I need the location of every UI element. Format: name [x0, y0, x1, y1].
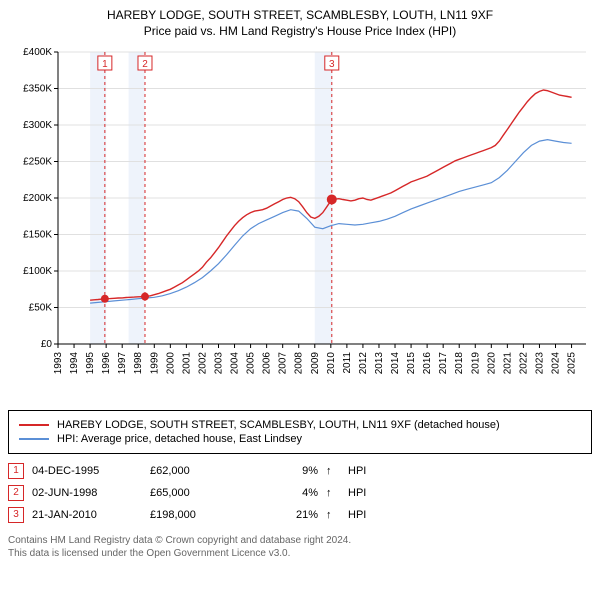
x-tick-label: 2025 — [567, 352, 578, 375]
x-tick-label: 2005 — [246, 352, 257, 375]
marker-table-date: 21-JAN-2010 — [32, 509, 142, 521]
x-tick-label: 2006 — [262, 352, 273, 375]
x-tick-label: 2003 — [213, 352, 224, 375]
marker-table-date: 02-JUN-1998 — [32, 487, 142, 499]
marker-table-row: 3 21-JAN-2010 £198,000 21% ↑ HPI — [8, 504, 592, 526]
x-tick-label: 2007 — [278, 352, 289, 375]
x-tick-label: 2011 — [342, 352, 353, 374]
x-tick-label: 2016 — [422, 352, 433, 375]
marker-badge-label: 3 — [329, 59, 335, 70]
y-tick-label: £200K — [23, 193, 52, 204]
legend-row: HAREBY LODGE, SOUTH STREET, SCAMBLESBY, … — [19, 419, 581, 431]
chart-svg: 1 2 3 £0 £50K £100K £150K £200K £250K £300K £350K £… — [8, 44, 592, 404]
x-tick-label: 2012 — [358, 352, 369, 375]
marker-table-badge: 2 — [8, 485, 24, 501]
marker-table-suffix: HPI — [348, 509, 378, 521]
footer-note: Contains HM Land Registry data © Crown c… — [8, 534, 592, 560]
marker-table-pct: 9% — [258, 465, 318, 477]
marker-table-price: £65,000 — [150, 487, 250, 499]
y-tick-label: £300K — [23, 120, 52, 131]
chart-area: 1 2 3 £0 £50K £100K £150K £200K £250K £300K £350K £… — [8, 44, 592, 404]
x-tick-label: 2024 — [551, 352, 562, 375]
chart-title-line2: Price paid vs. HM Land Registry's House … — [8, 24, 592, 38]
y-tick-label: £250K — [23, 157, 52, 168]
marker-table-suffix: HPI — [348, 487, 378, 499]
y-tick-label: £150K — [23, 230, 52, 241]
marker-table-row: 2 02-JUN-1998 £65,000 4% ↑ HPI — [8, 482, 592, 504]
x-tick-label: 2019 — [470, 352, 481, 375]
marker-table-suffix: HPI — [348, 465, 378, 477]
marker-table-pct: 21% — [258, 509, 318, 521]
legend-label: HAREBY LODGE, SOUTH STREET, SCAMBLESBY, … — [57, 419, 500, 431]
marker-table-pct: 4% — [258, 487, 318, 499]
x-tick-label: 1999 — [149, 352, 160, 375]
y-tick-label: £400K — [23, 47, 52, 58]
x-tick-label: 2004 — [230, 352, 241, 375]
footer-line1: Contains HM Land Registry data © Crown c… — [8, 534, 592, 547]
sale-point — [327, 194, 337, 204]
x-tick-label: 2010 — [326, 352, 337, 375]
y-tick-label: £50K — [29, 303, 53, 314]
sale-point — [101, 295, 109, 303]
x-tick-label: 1994 — [69, 352, 80, 375]
x-tick-label: 1997 — [117, 352, 128, 375]
arrow-up-icon: ↑ — [326, 487, 340, 499]
legend-box: HAREBY LODGE, SOUTH STREET, SCAMBLESBY, … — [8, 410, 592, 454]
y-tick-label: £100K — [23, 266, 52, 277]
legend-swatch — [19, 438, 49, 440]
markers-table: 1 04-DEC-1995 £62,000 9% ↑ HPI 2 02-JUN-1998 £65… — [8, 460, 592, 526]
legend-swatch — [19, 424, 49, 426]
x-tick-label: 2015 — [406, 352, 417, 375]
marker-badge-label: 2 — [142, 59, 148, 70]
x-tick-label: 2018 — [454, 352, 465, 375]
x-tick-label: 2008 — [294, 352, 305, 375]
x-tick-label: 2001 — [181, 352, 192, 375]
x-tick-label: 2009 — [310, 352, 321, 375]
x-tick-label: 1998 — [133, 352, 144, 375]
x-tick-label: 2022 — [518, 352, 529, 375]
marker-table-price: £198,000 — [150, 509, 250, 521]
marker-table-badge: 1 — [8, 463, 24, 479]
footer-line2: This data is licensed under the Open Gov… — [8, 547, 592, 560]
marker-table-price: £62,000 — [150, 465, 250, 477]
legend-label: HPI: Average price, detached house, East… — [57, 433, 302, 445]
marker-table-date: 04-DEC-1995 — [32, 465, 142, 477]
x-tick-label: 2014 — [390, 352, 401, 375]
x-tick-label: 2002 — [197, 352, 208, 375]
y-tick-label: £0 — [41, 339, 53, 350]
y-tick-label: £350K — [23, 84, 52, 95]
x-tick-label: 2020 — [486, 352, 497, 375]
arrow-up-icon: ↑ — [326, 509, 340, 521]
x-tick-label: 2013 — [374, 352, 385, 375]
marker-table-badge: 3 — [8, 507, 24, 523]
marker-badge-label: 1 — [102, 59, 108, 70]
x-tick-label: 2017 — [438, 352, 449, 375]
arrow-up-icon: ↑ — [326, 465, 340, 477]
chart-title-line1: HAREBY LODGE, SOUTH STREET, SCAMBLESBY, … — [8, 8, 592, 22]
x-tick-label: 1995 — [85, 352, 96, 375]
chart-title-block: HAREBY LODGE, SOUTH STREET, SCAMBLESBY, … — [8, 8, 592, 38]
marker-table-row: 1 04-DEC-1995 £62,000 9% ↑ HPI — [8, 460, 592, 482]
x-tick-label: 1993 — [53, 352, 64, 375]
legend-row: HPI: Average price, detached house, East… — [19, 433, 581, 445]
sale-point — [141, 293, 149, 301]
x-tick-label: 1996 — [101, 352, 112, 375]
x-tick-label: 2000 — [165, 352, 176, 375]
x-tick-label: 2021 — [502, 352, 513, 375]
x-tick-label: 2023 — [534, 352, 545, 375]
